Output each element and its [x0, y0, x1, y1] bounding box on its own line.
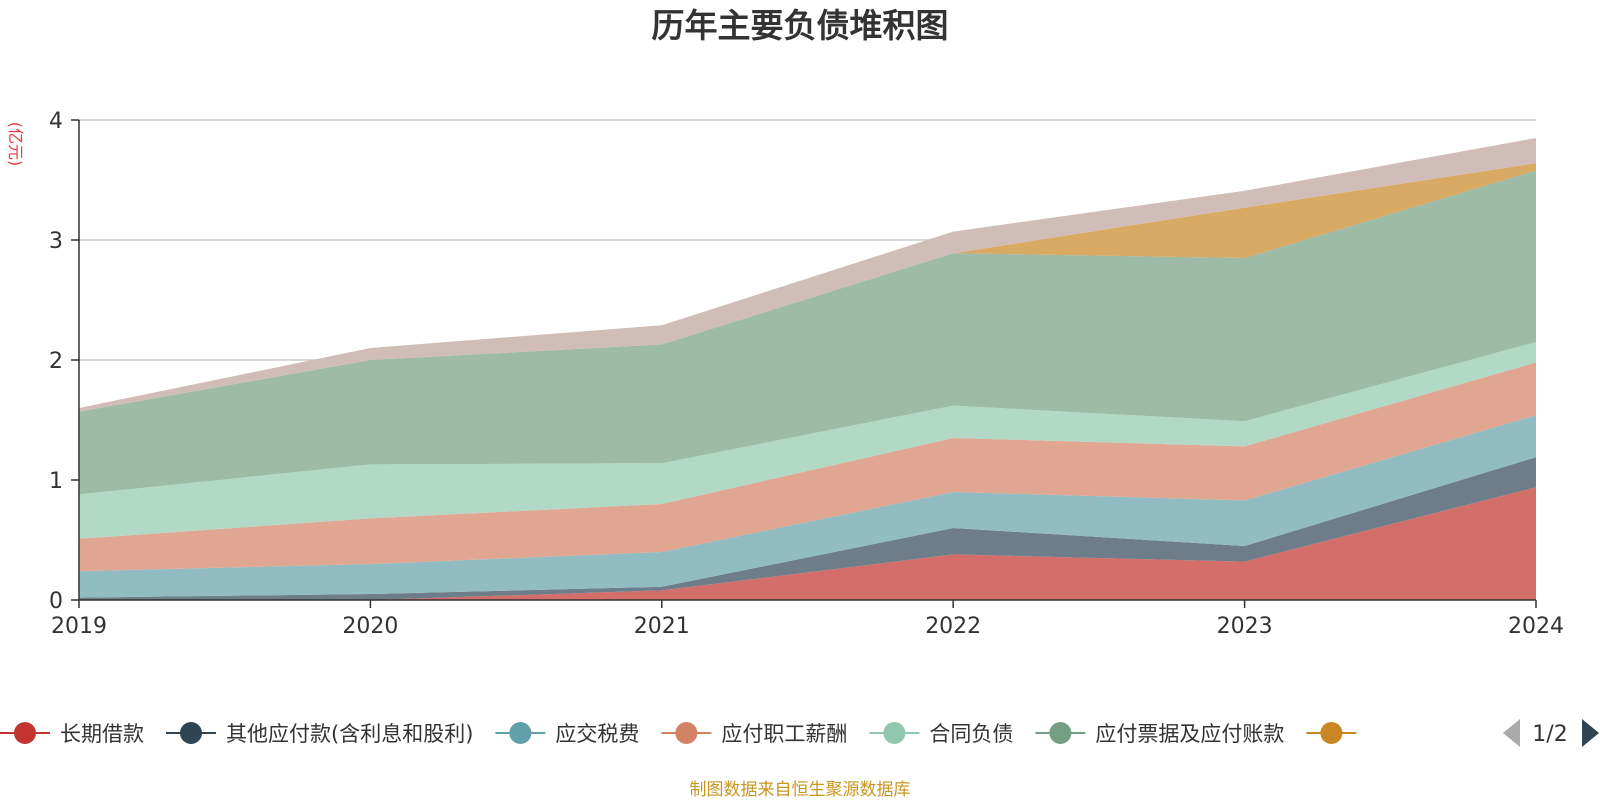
- y-tick-label-4: 4: [49, 109, 63, 134]
- legend-label-0: 长期借款: [60, 722, 144, 746]
- area-series-3[interactable]: [79, 362, 1536, 572]
- area-series-7[interactable]: [79, 138, 1536, 412]
- legend-page-indicator: 1/2: [1532, 722, 1567, 747]
- axes: 0 1 2 3 4 2019 2020 2021 2022 2023 2024: [49, 109, 1564, 639]
- legend-item-1[interactable]: 其他应付款(含利息和股利): [166, 722, 473, 746]
- x-tick-label-5: 2024: [1508, 614, 1564, 639]
- legend-marker-6: [1320, 722, 1343, 744]
- legend-label-4: 合同负债: [929, 722, 1013, 746]
- area-series-5[interactable]: [79, 170, 1536, 495]
- area-series-1[interactable]: [79, 457, 1536, 600]
- data-source-footer: 制图数据来自恒生聚源数据库: [690, 780, 911, 800]
- legend-marker-4: [883, 722, 906, 744]
- legend-label-1: 其他应付款(含利息和股利): [226, 722, 473, 746]
- y-axis-unit-label: (亿元): [6, 122, 25, 167]
- legend-pager: 1/2: [1503, 719, 1599, 747]
- legend-marker-3: [675, 722, 698, 744]
- legend-item-5[interactable]: 应付票据及应付账款: [1035, 722, 1284, 746]
- stacked-areas: [79, 138, 1536, 600]
- legend-item-0[interactable]: 长期借款: [0, 722, 144, 746]
- legend-item-4[interactable]: 合同负债: [869, 722, 1013, 746]
- x-tick-label-3: 2022: [925, 614, 981, 639]
- area-series-4[interactable]: [79, 342, 1536, 539]
- x-tick-label-1: 2020: [342, 614, 398, 639]
- y-tick-label-1: 1: [49, 469, 63, 494]
- x-tick-label-2: 2021: [634, 614, 690, 639]
- legend: 长期借款 其他应付款(含利息和股利) 应交税费 应付职工薪酬 合同负债 应付票据及应付账款: [0, 722, 1357, 746]
- area-series-2[interactable]: [79, 415, 1536, 598]
- legend-label-3: 应付职工薪酬: [721, 722, 847, 746]
- legend-item-3[interactable]: 应付职工薪酬: [661, 722, 847, 746]
- chart-title: 历年主要负债堆积图: [652, 6, 949, 45]
- y-tick-label-3: 3: [49, 229, 63, 254]
- area-series-0[interactable]: [79, 487, 1536, 600]
- legend-item-6[interactable]: [1306, 722, 1357, 744]
- legend-marker-2: [509, 722, 532, 744]
- x-tick-label-0: 2019: [51, 614, 107, 639]
- legend-prev-page-icon[interactable]: [1503, 719, 1520, 747]
- legend-next-page-icon[interactable]: [1582, 719, 1599, 747]
- legend-marker-5: [1049, 722, 1072, 744]
- x-tick-label-4: 2023: [1217, 614, 1273, 639]
- legend-label-2: 应交税费: [555, 722, 639, 746]
- area-series-6[interactable]: [79, 163, 1536, 412]
- y-tick-label-0: 0: [49, 589, 63, 614]
- legend-label-5: 应付票据及应付账款: [1095, 722, 1284, 746]
- legend-marker-0: [14, 722, 36, 744]
- legend-item-2[interactable]: 应交税费: [495, 722, 639, 746]
- legend-marker-1: [180, 722, 202, 744]
- y-tick-label-2: 2: [49, 349, 63, 374]
